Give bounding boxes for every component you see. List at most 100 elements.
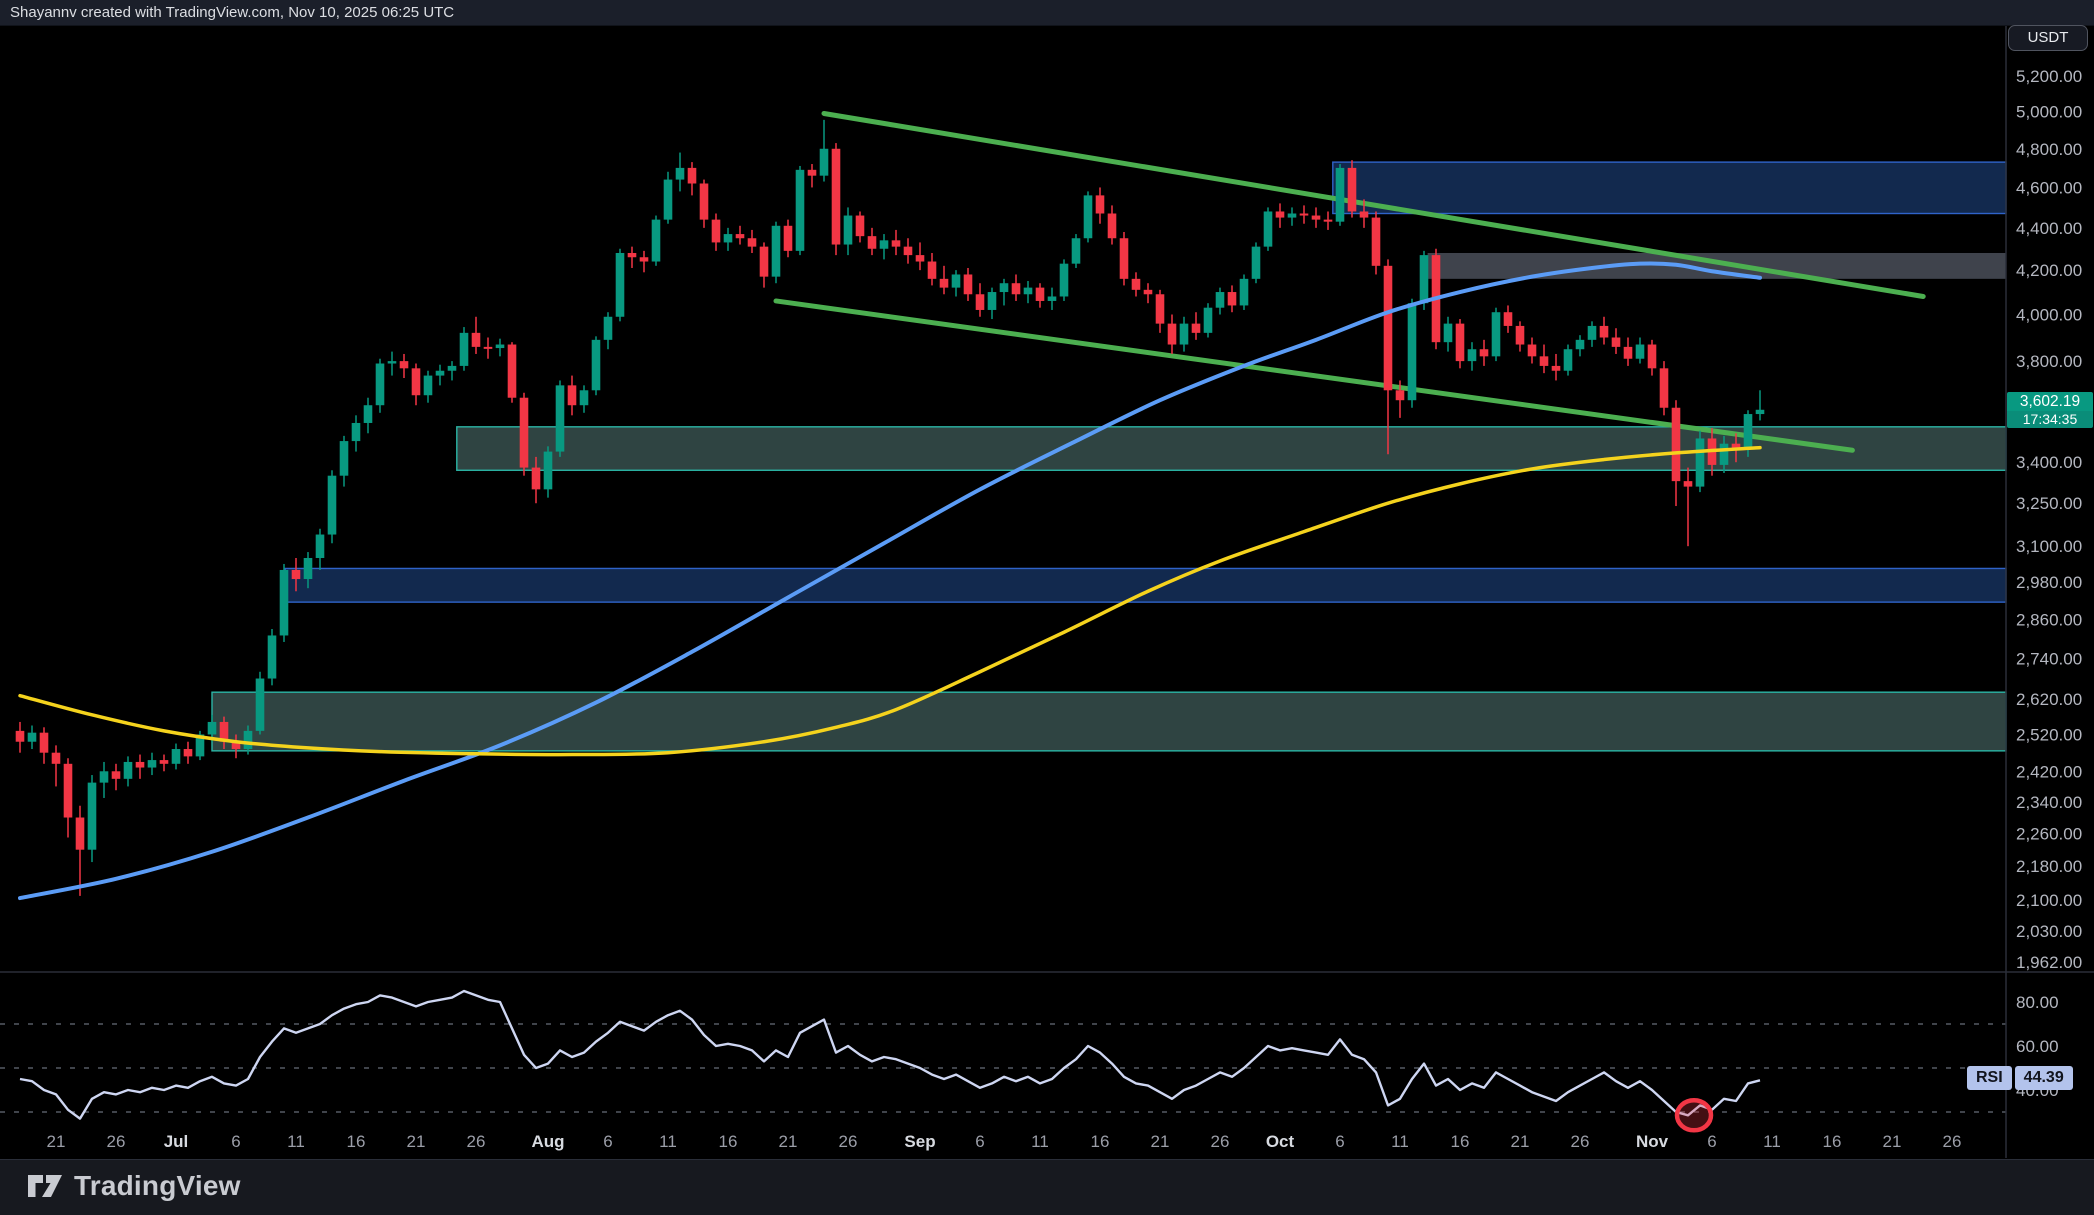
price-axis-label[interactable]: 2,030.00 xyxy=(2016,922,2082,941)
rsi-value: 44.39 xyxy=(2014,1066,2073,1090)
time-axis-label[interactable]: 6 xyxy=(1335,1132,1344,1151)
price-axis-label[interactable]: 2,100.00 xyxy=(2016,891,2082,910)
time-axis-label[interactable]: 21 xyxy=(779,1132,798,1151)
time-axis-label[interactable]: 6 xyxy=(975,1132,984,1151)
candle xyxy=(1551,365,1561,371)
time-axis-label[interactable]: Oct xyxy=(1266,1132,1295,1151)
time-axis-label[interactable]: 16 xyxy=(719,1132,738,1151)
candle xyxy=(1239,278,1249,306)
time-axis-label[interactable]: 11 xyxy=(1763,1132,1781,1151)
candle xyxy=(1251,246,1261,279)
price-axis-label[interactable]: 4,800.00 xyxy=(2016,140,2082,159)
candle xyxy=(615,252,625,317)
time-axis-label[interactable]: 6 xyxy=(231,1132,240,1151)
price-axis-label[interactable]: 2,340.00 xyxy=(2016,793,2082,812)
candle xyxy=(903,246,913,256)
price-axis-label[interactable]: 4,000.00 xyxy=(2016,305,2082,324)
price-axis-label[interactable]: 3,100.00 xyxy=(2016,537,2082,556)
ma-yellow xyxy=(18,445,1762,757)
time-axis-label[interactable]: 6 xyxy=(603,1132,612,1151)
price-axis-label[interactable]: 2,980.00 xyxy=(2016,573,2082,592)
price-axis-label[interactable]: 5,200.00 xyxy=(2016,67,2082,86)
time-axis-label[interactable]: Nov xyxy=(1636,1132,1669,1151)
time-axis-label[interactable]: 16 xyxy=(347,1132,366,1151)
time-axis-label[interactable]: 21 xyxy=(1511,1132,1530,1151)
time-axis-label[interactable]: 11 xyxy=(287,1132,305,1151)
rsi-axis-label[interactable]: 60.00 xyxy=(2016,1037,2059,1056)
time-axis-label[interactable]: 16 xyxy=(1451,1132,1470,1151)
candle xyxy=(387,361,397,364)
candle xyxy=(987,292,997,310)
price-axis-label[interactable]: 2,180.00 xyxy=(2016,857,2082,876)
time-axis-label[interactable]: 16 xyxy=(1091,1132,1110,1151)
candle xyxy=(939,278,949,288)
currency-button[interactable]: USDT xyxy=(2008,25,2088,51)
tradingview-logo-text: TradingView xyxy=(74,1170,241,1201)
time-axis-label[interactable]: 6 xyxy=(1707,1132,1716,1151)
candle xyxy=(183,749,193,757)
time-axis-label[interactable]: 26 xyxy=(1211,1132,1230,1151)
time-axis-label[interactable]: 11 xyxy=(1391,1132,1409,1151)
candle xyxy=(507,344,517,398)
time-axis-label[interactable]: Jul xyxy=(164,1132,189,1151)
candle xyxy=(1395,390,1405,401)
candle xyxy=(1527,344,1537,357)
time-axis-label[interactable]: Sep xyxy=(904,1132,935,1151)
tradingview-logo[interactable]: TradingView xyxy=(26,1170,241,1202)
time-axis-label[interactable]: 16 xyxy=(1823,1132,1842,1151)
candle xyxy=(435,370,445,376)
time-axis-label[interactable]: 21 xyxy=(1151,1132,1170,1151)
time-axis-label[interactable]: 21 xyxy=(47,1132,66,1151)
candle xyxy=(867,236,877,249)
price-axis-label[interactable]: 3,400.00 xyxy=(2016,453,2082,472)
price-axis-label[interactable]: 4,600.00 xyxy=(2016,178,2082,197)
candle xyxy=(1023,287,1033,295)
candle xyxy=(723,234,733,243)
time-axis-label[interactable]: 11 xyxy=(659,1132,677,1151)
channel-upper[interactable] xyxy=(821,110,1926,299)
candle xyxy=(699,183,709,220)
candle xyxy=(1083,195,1093,239)
time-axis-label[interactable]: 26 xyxy=(107,1132,126,1151)
rsi-axis-label[interactable]: 80.00 xyxy=(2016,993,2059,1012)
time-axis-label[interactable]: 26 xyxy=(839,1132,858,1151)
candle xyxy=(1587,325,1597,340)
rsi-low-circle-annotation[interactable] xyxy=(1674,1098,1714,1133)
candle xyxy=(747,238,757,247)
candle xyxy=(975,294,985,310)
candle xyxy=(351,422,361,442)
price-axis-label[interactable]: 3,800.00 xyxy=(2016,352,2082,371)
attribution-text: Shayannv created with TradingView.com, N… xyxy=(10,4,455,21)
price-axis-label[interactable]: 2,520.00 xyxy=(2016,725,2082,744)
price-axis-label[interactable]: 4,400.00 xyxy=(2016,219,2082,238)
price-axis-label[interactable]: 2,620.00 xyxy=(2016,690,2082,709)
candle xyxy=(531,467,541,490)
candle xyxy=(1131,278,1141,290)
price-axis-label[interactable]: 1,962.00 xyxy=(2016,953,2082,972)
candle xyxy=(1299,213,1309,216)
price-axis-label[interactable]: 2,260.00 xyxy=(2016,824,2082,843)
time-axis-label[interactable]: 26 xyxy=(1943,1132,1962,1151)
time-axis-label[interactable]: 26 xyxy=(1571,1132,1590,1151)
time-axis-label[interactable]: 11 xyxy=(1031,1132,1049,1151)
price-axis-label[interactable]: 2,740.00 xyxy=(2016,649,2082,668)
candle xyxy=(1203,307,1213,333)
candle xyxy=(1503,312,1513,326)
candle xyxy=(471,332,481,347)
price-axis-label[interactable]: 3,250.00 xyxy=(2016,494,2082,513)
price-axis-label[interactable]: 2,420.00 xyxy=(2016,762,2082,781)
candle xyxy=(819,148,829,176)
price-axis-label[interactable]: 4,200.00 xyxy=(2016,261,2082,280)
time-axis-label[interactable]: 26 xyxy=(467,1132,486,1151)
time-axis-label[interactable]: 21 xyxy=(1883,1132,1902,1151)
candle xyxy=(1611,337,1621,347)
time-axis-label[interactable]: Aug xyxy=(531,1132,564,1151)
time-axis-label[interactable]: 21 xyxy=(407,1132,426,1151)
price-axis-label[interactable]: 5,000.00 xyxy=(2016,103,2082,122)
candle xyxy=(543,451,553,490)
candle xyxy=(855,215,865,237)
candle xyxy=(1323,219,1333,222)
price-axis-label[interactable]: 2,860.00 xyxy=(2016,610,2082,629)
